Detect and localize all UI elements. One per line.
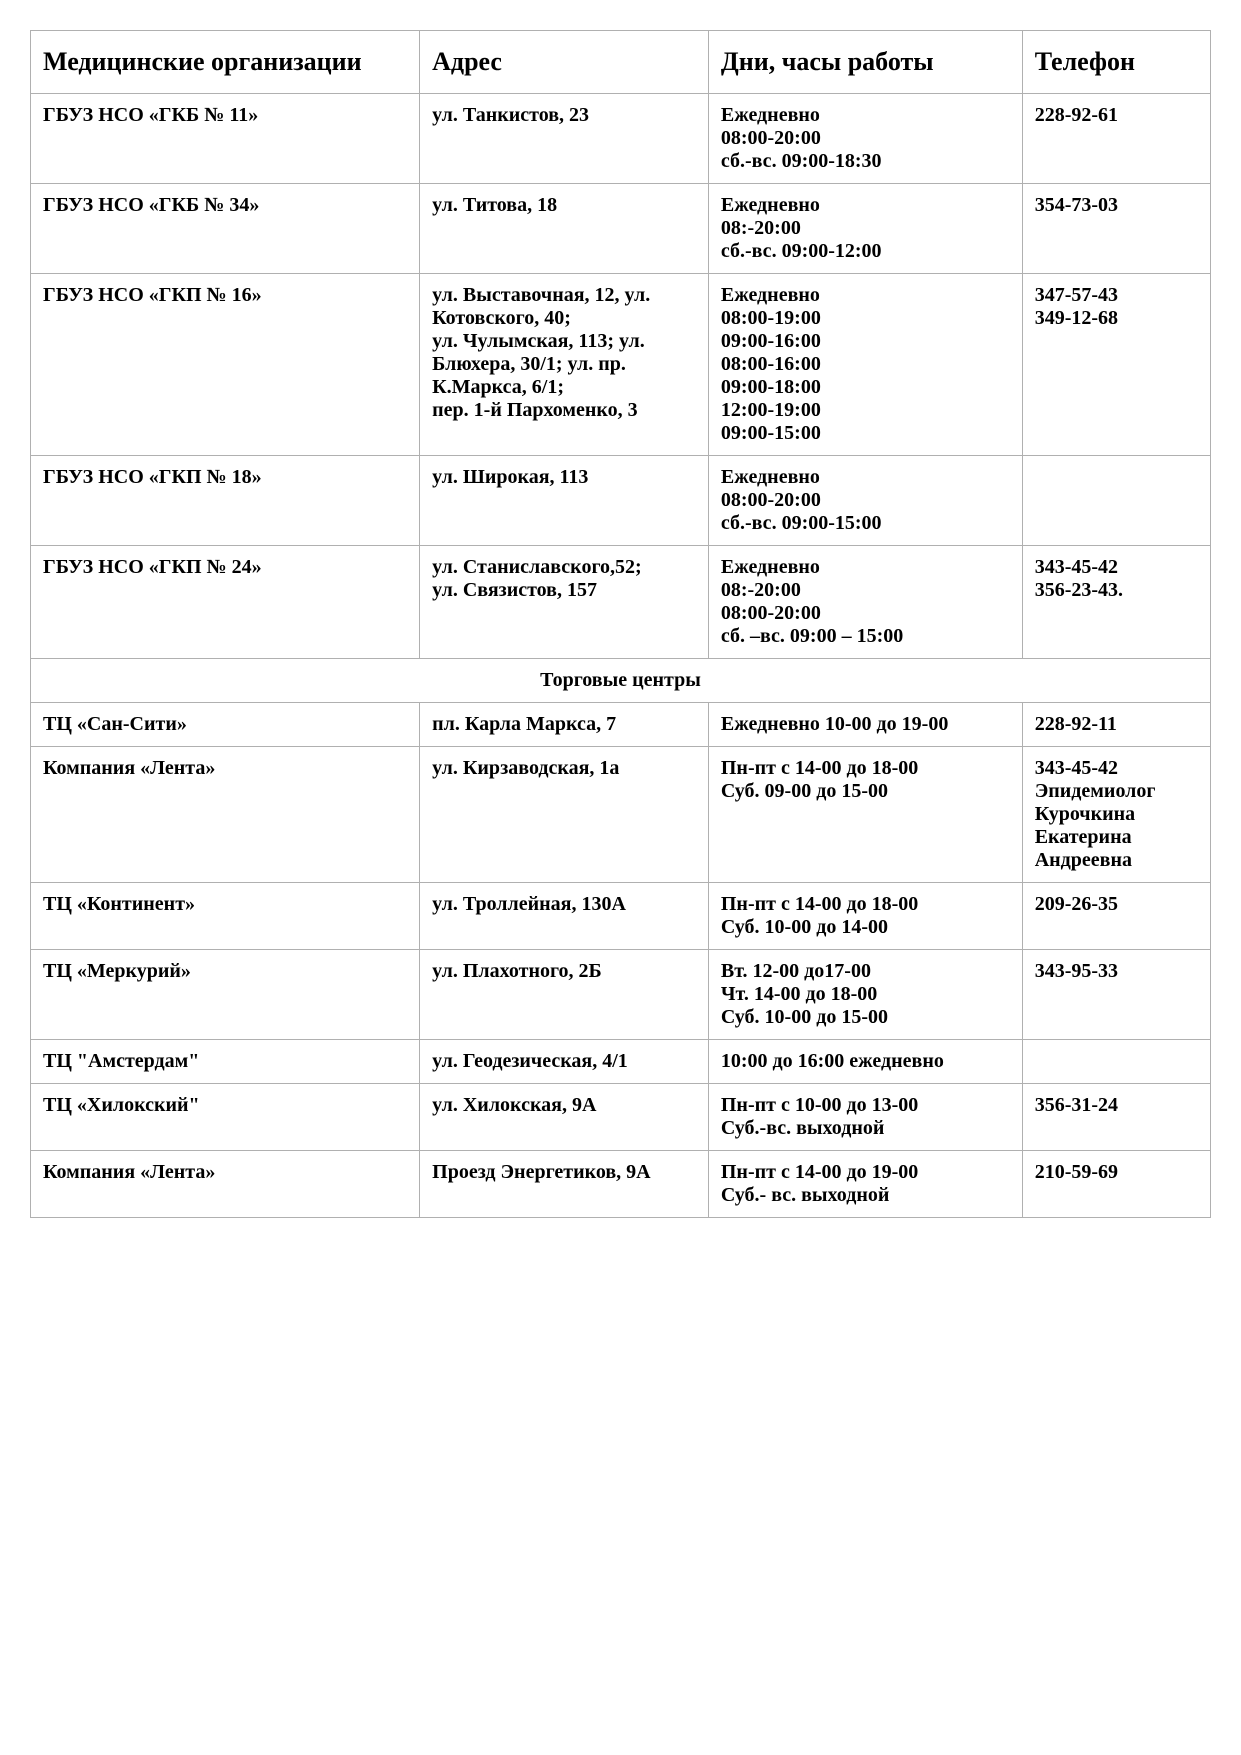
cell-org: ТЦ «Меркурий» [31, 950, 420, 1040]
cell-hours: Ежедневно 10-00 до 19-00 [708, 703, 1022, 747]
cell-addr: ул. Танкистов, 23 [420, 94, 709, 184]
table-row: ГБУЗ НСО «ГКБ № 11»ул. Танкистов, 23Ежед… [31, 94, 1211, 184]
cell-phone: 210-59-69 [1022, 1151, 1210, 1218]
cell-addr: ул. Титова, 18 [420, 184, 709, 274]
cell-phone: 343-45-42 356-23-43. [1022, 546, 1210, 659]
cell-phone: 354-73-03 [1022, 184, 1210, 274]
section-label: Торговые центры [31, 659, 1211, 703]
section-row: Торговые центры [31, 659, 1211, 703]
table-row: ТЦ «Хилокский"ул. Хилокская, 9АПн-пт с 1… [31, 1084, 1211, 1151]
cell-phone: 356-31-24 [1022, 1084, 1210, 1151]
cell-addr: Проезд Энергетиков, 9А [420, 1151, 709, 1218]
cell-addr: пл. Карла Маркса, 7 [420, 703, 709, 747]
cell-org: ГБУЗ НСО «ГКП № 16» [31, 274, 420, 456]
table-row: Компания «Лента»ул. Кирзаводская, 1аПн-п… [31, 747, 1211, 883]
table-row: ТЦ «Континент»ул. Троллейная, 130АПн-пт … [31, 883, 1211, 950]
cell-addr: ул. Геодезическая, 4/1 [420, 1040, 709, 1084]
cell-addr: ул. Троллейная, 130А [420, 883, 709, 950]
cell-hours: Пн-пт с 10-00 до 13-00 Суб.-вс. выходной [708, 1084, 1022, 1151]
cell-phone: 343-95-33 [1022, 950, 1210, 1040]
cell-org: ГБУЗ НСО «ГКП № 18» [31, 456, 420, 546]
col-header-hours: Дни, часы работы [708, 31, 1022, 94]
cell-hours: Вт. 12-00 до17-00 Чт. 14-00 до 18-00 Суб… [708, 950, 1022, 1040]
table-row: ГБУЗ НСО «ГКП № 24»ул. Станиславского,52… [31, 546, 1211, 659]
table-row: ГБУЗ НСО «ГКП № 16»ул. Выставочная, 12, … [31, 274, 1211, 456]
cell-addr: ул. Широкая, 113 [420, 456, 709, 546]
table-row: ГБУЗ НСО «ГКП № 18»ул. Широкая, 113Ежедн… [31, 456, 1211, 546]
cell-hours: Пн-пт с 14-00 до 19-00 Суб.- вс. выходно… [708, 1151, 1022, 1218]
cell-addr: ул. Кирзаводская, 1а [420, 747, 709, 883]
cell-addr: ул. Хилокская, 9А [420, 1084, 709, 1151]
table-row: ГБУЗ НСО «ГКБ № 34»ул. Титова, 18Ежеднев… [31, 184, 1211, 274]
cell-phone: 228-92-11 [1022, 703, 1210, 747]
cell-hours: Ежедневно 08:00-19:00 09:00-16:00 08:00-… [708, 274, 1022, 456]
cell-addr: ул. Выставочная, 12, ул. Котовского, 40;… [420, 274, 709, 456]
cell-hours: Пн-пт с 14-00 до 18-00 Суб. 10-00 до 14-… [708, 883, 1022, 950]
cell-phone: 343-45-42 Эпидемиолог Курочкина Екатерин… [1022, 747, 1210, 883]
cell-phone [1022, 1040, 1210, 1084]
cell-hours: Ежедневно 08:-20:00 сб.-вс. 09:00-12:00 [708, 184, 1022, 274]
table-row: ТЦ «Сан-Сити»пл. Карла Маркса, 7Ежедневн… [31, 703, 1211, 747]
organizations-table: Медицинские организации Адрес Дни, часы … [30, 30, 1211, 1218]
cell-phone: 209-26-35 [1022, 883, 1210, 950]
cell-phone [1022, 456, 1210, 546]
cell-org: ТЦ «Сан-Сити» [31, 703, 420, 747]
cell-hours: Ежедневно 08:-20:00 08:00-20:00 сб. –вс.… [708, 546, 1022, 659]
cell-hours: 10:00 до 16:00 ежедневно [708, 1040, 1022, 1084]
cell-org: Компания «Лента» [31, 747, 420, 883]
cell-phone: 228-92-61 [1022, 94, 1210, 184]
cell-org: ТЦ "Амстердам" [31, 1040, 420, 1084]
cell-addr: ул. Станиславского,52; ул. Связистов, 15… [420, 546, 709, 659]
table-row: Компания «Лента»Проезд Энергетиков, 9АПн… [31, 1151, 1211, 1218]
cell-hours: Пн-пт с 14-00 до 18-00 Суб. 09-00 до 15-… [708, 747, 1022, 883]
cell-hours: Ежедневно 08:00-20:00 сб.-вс. 09:00-18:3… [708, 94, 1022, 184]
cell-phone: 347-57-43 349-12-68 [1022, 274, 1210, 456]
table-header-row: Медицинские организации Адрес Дни, часы … [31, 31, 1211, 94]
cell-org: ТЦ «Хилокский" [31, 1084, 420, 1151]
cell-org: ТЦ «Континент» [31, 883, 420, 950]
cell-org: Компания «Лента» [31, 1151, 420, 1218]
cell-org: ГБУЗ НСО «ГКБ № 11» [31, 94, 420, 184]
cell-addr: ул. Плахотного, 2Б [420, 950, 709, 1040]
cell-org: ГБУЗ НСО «ГКП № 24» [31, 546, 420, 659]
cell-hours: Ежедневно 08:00-20:00 сб.-вс. 09:00-15:0… [708, 456, 1022, 546]
cell-org: ГБУЗ НСО «ГКБ № 34» [31, 184, 420, 274]
col-header-org: Медицинские организации [31, 31, 420, 94]
col-header-phone: Телефон [1022, 31, 1210, 94]
table-row: ТЦ "Амстердам"ул. Геодезическая, 4/110:0… [31, 1040, 1211, 1084]
table-row: ТЦ «Меркурий»ул. Плахотного, 2БВт. 12-00… [31, 950, 1211, 1040]
col-header-addr: Адрес [420, 31, 709, 94]
